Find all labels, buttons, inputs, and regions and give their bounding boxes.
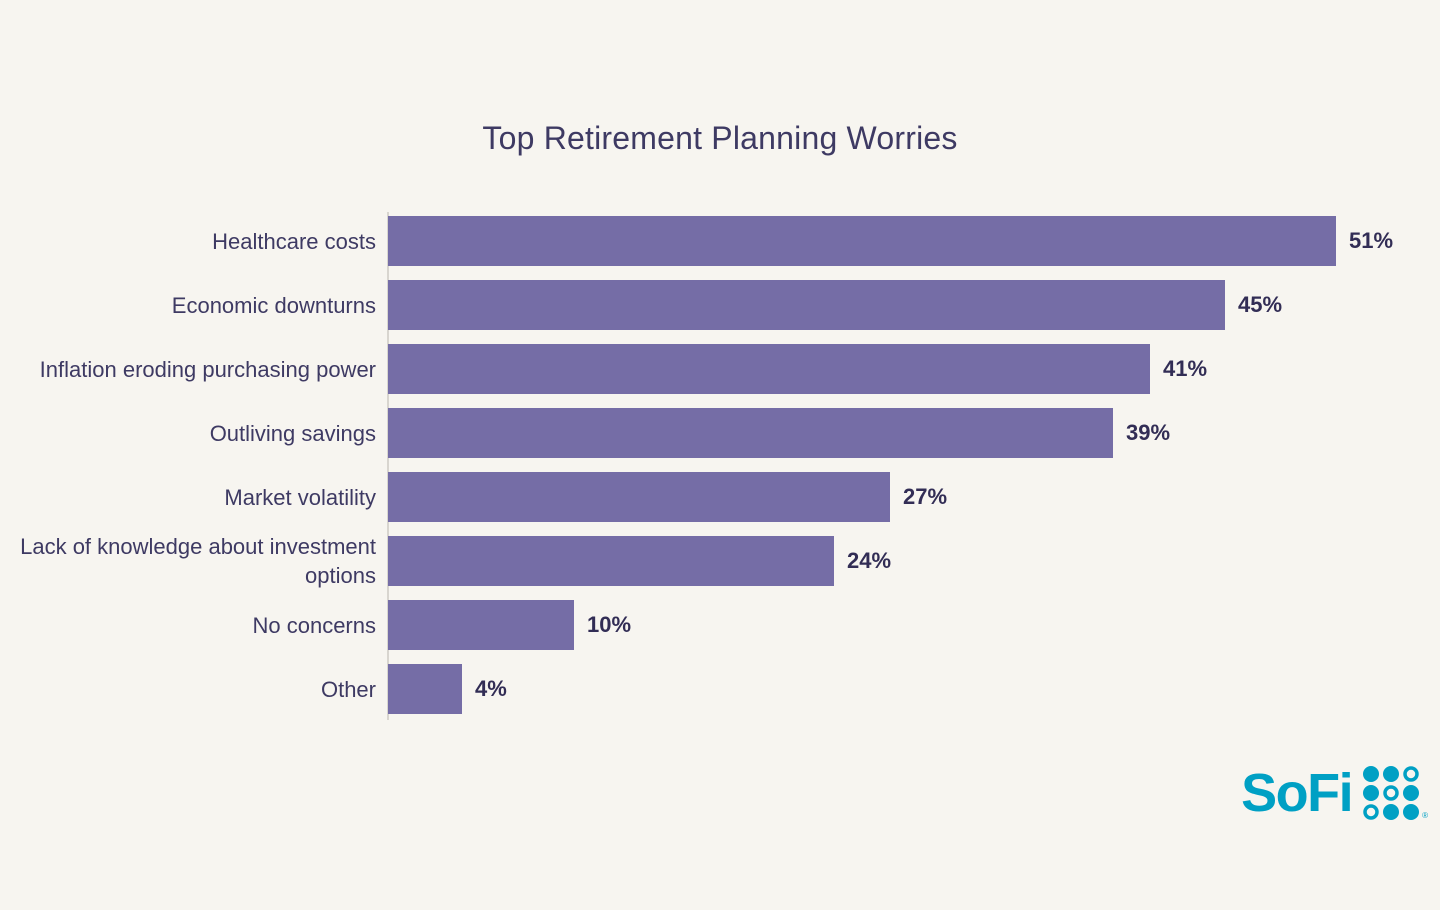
category-label: Healthcare costs <box>212 228 376 254</box>
value-label: 45% <box>1238 292 1283 317</box>
filled-dot-icon <box>1383 804 1400 820</box>
bar <box>388 344 1150 394</box>
sofi-logo-text: SoFi <box>1241 763 1354 823</box>
chart-row: Lack of knowledge about investment optio… <box>0 534 1440 588</box>
value-label: 24% <box>847 548 892 573</box>
ring-dot-icon <box>1383 785 1399 801</box>
chart-row: Healthcare costs 51% <box>0 216 1440 266</box>
chart-row: No concerns 10% <box>0 600 1440 650</box>
chart-row: Market volatility 27% <box>0 472 1440 522</box>
ring-dot-icon <box>1363 804 1379 820</box>
filled-dot-icon <box>1403 785 1420 801</box>
bar <box>388 216 1336 266</box>
chart-row: Inflation eroding purchasing power 41% <box>0 344 1440 394</box>
bar <box>388 280 1225 330</box>
ring-dot-icon <box>1403 766 1419 782</box>
category-label: Inflation eroding purchasing power <box>39 356 376 382</box>
category-label: Other <box>320 676 376 702</box>
value-label: 10% <box>587 612 632 637</box>
filled-dot-icon <box>1363 785 1380 801</box>
y-axis-line <box>387 212 389 720</box>
registered-trademark-icon: ® <box>1422 811 1428 820</box>
category-label: Lack of knowledge about investment optio… <box>20 534 376 588</box>
value-label: 51% <box>1349 228 1394 253</box>
value-label: 27% <box>903 484 948 509</box>
bar <box>388 664 462 714</box>
chart-row: Other 4% <box>0 664 1440 714</box>
sofi-logo: SoFi ® <box>1241 762 1428 824</box>
value-label: 39% <box>1126 420 1171 445</box>
chart-row: Outliving savings 39% <box>0 408 1440 458</box>
bar <box>388 408 1113 458</box>
chart-row: Economic downturns 45% <box>0 280 1440 330</box>
value-label: 41% <box>1163 356 1208 381</box>
chart-title: Top Retirement Planning Worries <box>482 120 958 156</box>
filled-dot-icon <box>1383 766 1400 782</box>
bar <box>388 472 890 522</box>
category-label: Market volatility <box>224 484 376 510</box>
sofi-dot-grid-icon <box>1363 766 1420 820</box>
filled-dot-icon <box>1363 766 1380 782</box>
category-label: No concerns <box>252 612 376 638</box>
filled-dot-icon <box>1403 804 1420 820</box>
value-label: 4% <box>475 676 507 701</box>
bottom-white-strip <box>0 910 1440 918</box>
bar <box>388 600 574 650</box>
category-label: Outliving savings <box>209 420 376 446</box>
category-label: Economic downturns <box>171 292 376 318</box>
bar <box>388 536 834 586</box>
